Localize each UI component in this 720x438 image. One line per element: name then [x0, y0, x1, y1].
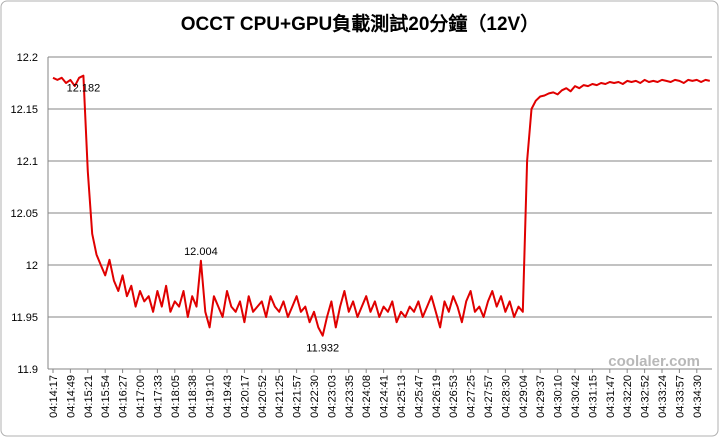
x-tick-label: 04:31:15 — [587, 375, 599, 418]
x-tick-label: 04:26:19 — [431, 375, 443, 418]
x-tick-label: 04:27:57 — [483, 375, 495, 418]
x-tick-label: 04:24:41 — [379, 375, 391, 418]
data-label: 11.932 — [306, 343, 339, 355]
x-tick-label: 04:17:33 — [152, 375, 164, 418]
x-tick-label: 04:32:20 — [622, 375, 634, 418]
y-tick-label: 11.9 — [17, 364, 38, 376]
x-tick-label: 04:23:03 — [326, 375, 338, 418]
x-tick-label: 04:15:54 — [100, 375, 112, 418]
x-tick-label: 04:20:52 — [257, 375, 269, 418]
x-tick-label: 04:14:49 — [65, 375, 77, 418]
y-tick-label: 12.05 — [10, 208, 38, 220]
x-tick-label: 04:24:08 — [361, 375, 373, 418]
y-tick-label: 12.2 — [17, 52, 38, 64]
x-tick-label: 04:18:38 — [187, 375, 199, 418]
x-tick-label: 04:16:27 — [118, 375, 130, 418]
chart-title: OCCT CPU+GPU負載測試20分鐘（12V） — [181, 12, 539, 35]
x-tick-label: 04:29:04 — [518, 375, 530, 418]
y-tick-label: 12 — [26, 260, 38, 272]
x-tick-label: 04:33:24 — [657, 375, 669, 418]
x-tick-label: 04:31:47 — [605, 375, 617, 418]
y-tick-label: 12.1 — [17, 156, 38, 168]
x-tick-label: 04:32:52 — [640, 375, 652, 418]
series-line — [52, 74, 711, 337]
x-tick-label: 04:22:30 — [309, 375, 321, 418]
watermark: coolaler.com — [608, 353, 700, 370]
x-tick-label: 04:26:53 — [448, 375, 460, 418]
x-tick-label: 04:14:17 — [48, 375, 60, 418]
x-tick-label: 04:33:57 — [674, 375, 686, 418]
x-tick-label: 04:19:10 — [205, 375, 217, 418]
x-tick-label: 04:17:00 — [135, 375, 147, 418]
x-tick-label: 04:34:30 — [692, 375, 704, 418]
x-tick-label: 04:18:05 — [170, 375, 182, 418]
x-tick-label: 04:30:42 — [570, 375, 582, 418]
x-tick-label: 04:23:35 — [344, 375, 356, 418]
x-tick-label: 04:20:17 — [239, 375, 251, 418]
data-label: 12.182 — [67, 83, 101, 95]
x-tick-label: 04:28:30 — [500, 375, 512, 418]
y-tick-label: 12.15 — [10, 104, 38, 116]
x-tick-label: 04:29:37 — [535, 375, 547, 418]
x-tick-label: 04:27:25 — [466, 375, 478, 418]
x-tick-label: 04:19:43 — [222, 375, 234, 418]
x-tick-label: 04:21:57 — [292, 375, 304, 418]
x-tick-label: 04:30:10 — [553, 375, 565, 418]
x-tick-label: 04:25:13 — [396, 375, 408, 418]
data-label: 12.004 — [184, 246, 218, 258]
x-tick-label: 04:25:47 — [413, 375, 425, 418]
x-tick-label: 04:15:21 — [83, 375, 95, 418]
y-tick-label: 11.95 — [11, 312, 38, 324]
x-tick-label: 04:21:25 — [274, 375, 286, 418]
